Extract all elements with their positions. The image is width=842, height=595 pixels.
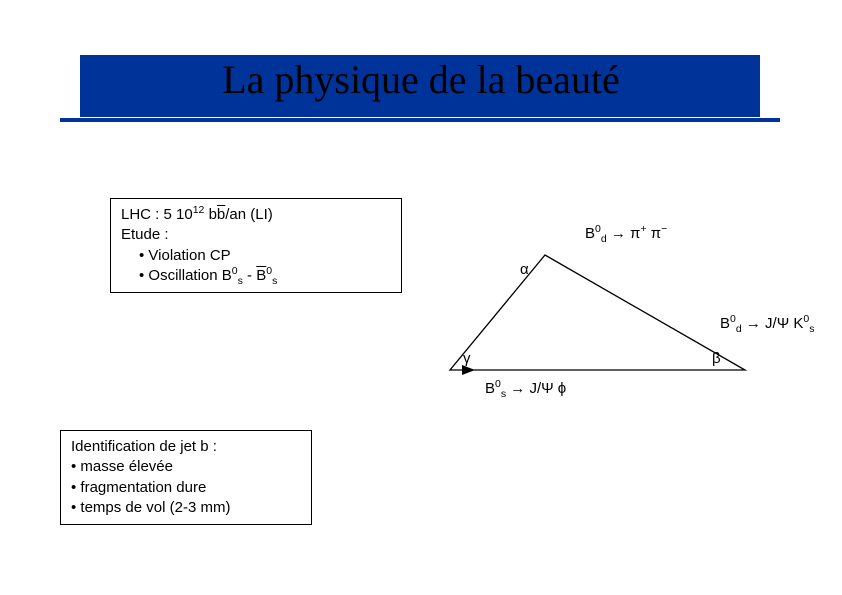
unitarity-triangle: α β γ B0d → π+ π− B0d → J/Ψ K0s B0s → J/… — [430, 215, 790, 395]
lhc-line1-pre: LHC : 5 10 — [121, 206, 193, 223]
osc-pre: • Oscillation B — [139, 267, 232, 284]
lhc-bullet-osc: • Oscillation B0s - B0s — [121, 266, 391, 286]
lhc-line1-exp: 12 — [193, 204, 205, 216]
osc-mid: - — [243, 267, 256, 284]
page-title: La physique de la beauté — [0, 56, 842, 103]
dg-arrow: → J/Ψ ϕ — [506, 380, 566, 397]
osc-sub2: s — [272, 275, 277, 287]
jet-bullet3: • temps de vol (2-3 mm) — [71, 499, 230, 516]
angle-beta: β — [712, 350, 721, 367]
lhc-line2: Etude : — [121, 226, 169, 243]
dg-pre: B — [485, 380, 495, 397]
db-post-sub: s — [809, 323, 814, 335]
da-piminus: π — [651, 225, 661, 242]
da-piplus-sup: + — [640, 223, 646, 235]
decay-alpha: B0d → π+ π− — [585, 225, 667, 242]
lhc-line1-mid: b — [204, 206, 217, 223]
angle-gamma: γ — [463, 350, 471, 367]
da-piminus-sup: − — [661, 223, 667, 235]
title-underline — [60, 118, 780, 122]
da-piplus: π — [630, 225, 640, 242]
decay-gamma: B0s → J/Ψ ϕ — [485, 380, 566, 397]
db-pre: B — [720, 315, 730, 332]
lhc-box: LHC : 5 1012 bb/an (LI) Etude : • Violat… — [110, 198, 402, 293]
db-arrow: → J/Ψ K — [742, 315, 804, 332]
jet-line1: Identification de jet b : — [71, 438, 217, 455]
lhc-line1-post: /an (LI) — [225, 206, 273, 223]
da-pre: B — [585, 225, 595, 242]
da-arrow: → — [607, 225, 630, 242]
jet-box: Identification de jet b : • masse élevée… — [60, 430, 312, 525]
jet-bullet1: • masse élevée — [71, 458, 173, 475]
jet-bullet2: • fragmentation dure — [71, 479, 206, 496]
lhc-bullet-cp: • Violation CP — [121, 246, 391, 266]
angle-alpha: α — [520, 261, 529, 278]
decay-beta: B0d → J/Ψ K0s — [720, 315, 815, 332]
lhc-line1: LHC : 5 1012 bb/an (LI) — [121, 206, 273, 223]
lhc-line1-bbar: b — [217, 206, 225, 223]
osc-bbar: B — [256, 267, 266, 284]
